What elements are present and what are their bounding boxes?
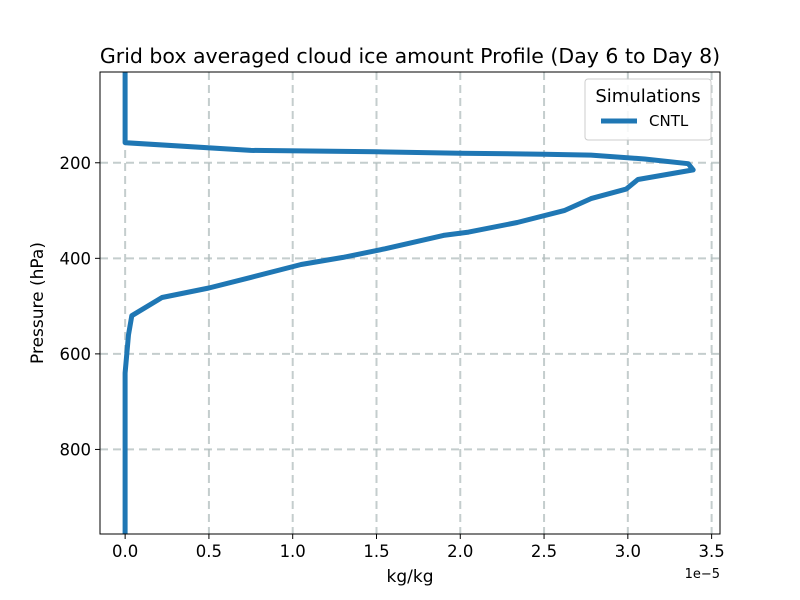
x-tick-label-6: 3.0 (615, 542, 641, 561)
x-axis-label: kg/kg (387, 567, 434, 587)
series-layer (122, 72, 696, 534)
x-tick-label-5: 2.5 (531, 542, 557, 561)
chart-title: Grid box averaged cloud ice amount Profi… (100, 44, 720, 68)
legend-title: Simulations (595, 86, 700, 107)
plot-frame (99, 71, 721, 535)
x-tick-label-1: 0.5 (196, 542, 222, 561)
x-axis-offset-text: 1e−5 (685, 567, 720, 582)
legend-label-cntl: CNTL (649, 112, 689, 130)
x-tick-label-7: 3.5 (698, 542, 724, 561)
y-tick-label-1: 400 (60, 249, 92, 268)
legend: Simulations CNTL (584, 78, 712, 141)
legend-box (584, 78, 712, 141)
y-tick-label-2: 600 (60, 345, 92, 364)
y-axis-label: Pressure (hPa) (28, 242, 48, 364)
x-tick-label-0: 0.0 (112, 542, 138, 561)
x-tick-label-4: 2.0 (447, 542, 473, 561)
ticks: 0.0 0.5 1.0 1.5 2.0 2.5 3.0 3.5 200 400 600 800 (60, 154, 725, 561)
y-tick-label-0: 200 (60, 154, 92, 173)
x-tick-label-2: 1.0 (280, 542, 306, 561)
x-tick-label-3: 1.5 (363, 542, 389, 561)
y-tick-label-3: 800 (60, 440, 92, 459)
series-line-cntl (122, 72, 696, 534)
